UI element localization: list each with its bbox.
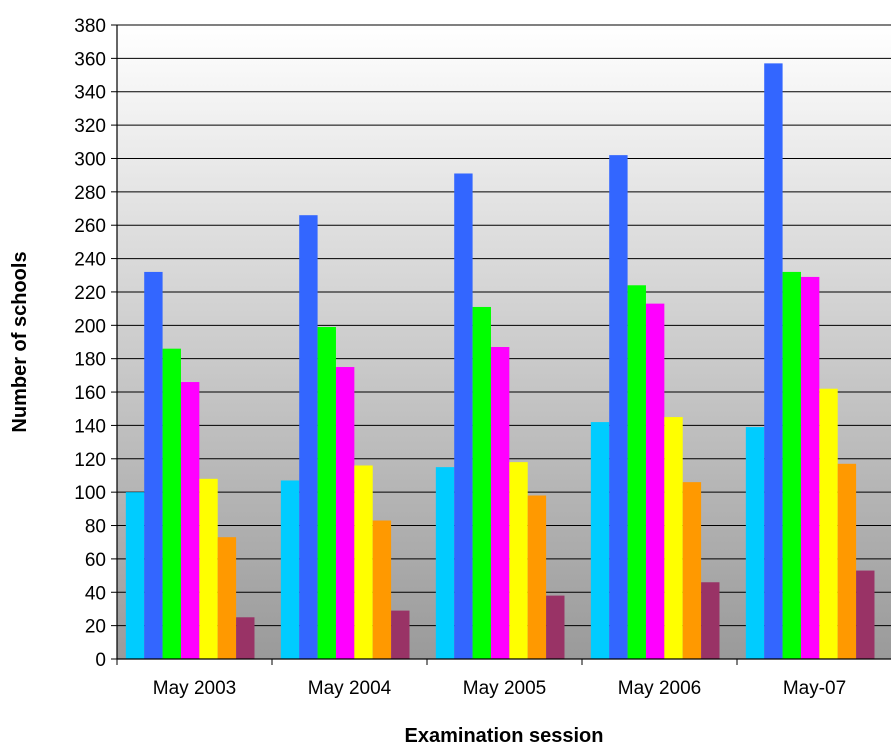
y-tick-label: 260 bbox=[74, 216, 106, 237]
y-tick-label: 300 bbox=[74, 149, 106, 170]
x-tick-label: May 2006 bbox=[618, 678, 701, 699]
bar bbox=[509, 462, 528, 659]
x-axis-title: Examination session bbox=[405, 725, 604, 747]
bar bbox=[144, 271, 163, 659]
bar bbox=[819, 388, 838, 659]
y-tick-label: 20 bbox=[85, 617, 106, 638]
bar bbox=[590, 422, 610, 659]
bar bbox=[472, 306, 491, 659]
bar bbox=[782, 271, 801, 659]
y-tick-label: 360 bbox=[74, 49, 106, 70]
bar bbox=[317, 326, 336, 659]
bar bbox=[180, 382, 200, 659]
bar bbox=[856, 570, 875, 659]
bar bbox=[299, 215, 318, 659]
bar bbox=[701, 582, 720, 659]
y-tick-label: 60 bbox=[85, 550, 106, 571]
y-tick-label: 320 bbox=[74, 116, 106, 137]
bar bbox=[372, 520, 392, 659]
bar bbox=[664, 417, 683, 659]
bar bbox=[125, 492, 145, 659]
bar bbox=[764, 63, 783, 660]
y-tick-label: 140 bbox=[74, 416, 106, 437]
x-tick-label: May 2005 bbox=[463, 678, 546, 699]
y-tick-label: 160 bbox=[74, 383, 106, 404]
bar bbox=[800, 276, 820, 659]
x-tick-label: May 2004 bbox=[308, 678, 392, 699]
bar bbox=[837, 463, 857, 659]
y-tick-labels: 0 20 40 60 80 100 120 140 160 180 200 220 240 260 280 3… bbox=[74, 16, 106, 671]
bar bbox=[682, 482, 702, 659]
bars bbox=[125, 63, 875, 660]
bar bbox=[490, 347, 510, 659]
bar bbox=[627, 285, 646, 659]
y-tick-label: 100 bbox=[74, 483, 106, 504]
y-tick-label: 200 bbox=[74, 316, 106, 337]
y-tick-label: 40 bbox=[85, 583, 106, 604]
bar bbox=[609, 155, 628, 659]
axes bbox=[111, 24, 891, 665]
y-tick-label: 220 bbox=[74, 283, 106, 304]
bar bbox=[217, 537, 237, 659]
bar bbox=[454, 173, 473, 659]
y-tick-label: 80 bbox=[85, 517, 106, 538]
x-tick-label: May-07 bbox=[783, 678, 846, 699]
bar bbox=[354, 465, 373, 659]
bar bbox=[645, 303, 665, 659]
bar bbox=[546, 595, 565, 659]
y-tick-label: 240 bbox=[74, 250, 106, 271]
y-tick-label: 0 bbox=[95, 650, 106, 671]
bar bbox=[527, 495, 547, 659]
y-tick-label: 380 bbox=[74, 16, 106, 37]
bar bbox=[280, 480, 300, 659]
bar bbox=[435, 467, 455, 659]
y-tick-label: 120 bbox=[74, 450, 106, 471]
y-tick-label: 340 bbox=[74, 83, 106, 104]
x-tick-labels: May 2003 May 2004 May 2005 May 2006 May-07 bbox=[153, 678, 846, 699]
x-tick-label: May 2003 bbox=[153, 678, 236, 699]
bar bbox=[199, 478, 218, 659]
y-tick-label: 180 bbox=[74, 350, 106, 371]
y-tick-label: 280 bbox=[74, 183, 106, 204]
bar bbox=[745, 427, 765, 659]
bar bbox=[236, 617, 255, 659]
bar bbox=[162, 348, 181, 659]
y-axis-title: Number of schools bbox=[9, 251, 31, 432]
bar bbox=[335, 367, 355, 659]
bar bbox=[391, 610, 410, 659]
gridlines bbox=[117, 24, 891, 627]
